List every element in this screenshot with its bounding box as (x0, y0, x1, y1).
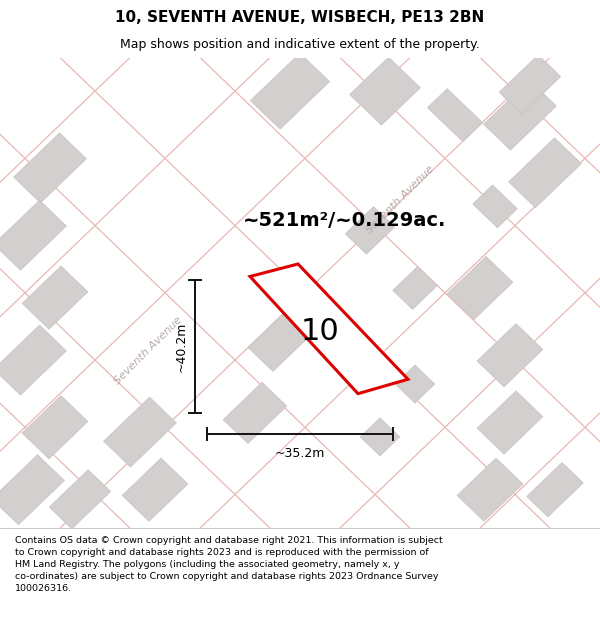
Polygon shape (484, 80, 556, 150)
Text: Map shows position and indicative extent of the property.: Map shows position and indicative extent… (120, 38, 480, 51)
Polygon shape (250, 53, 329, 129)
Polygon shape (22, 266, 88, 329)
Polygon shape (499, 55, 561, 114)
Polygon shape (49, 470, 111, 529)
Polygon shape (477, 324, 543, 387)
Polygon shape (527, 462, 583, 517)
Polygon shape (0, 200, 67, 270)
Text: 10, SEVENTH AVENUE, WISBECH, PE13 2BN: 10, SEVENTH AVENUE, WISBECH, PE13 2BN (115, 10, 485, 25)
Polygon shape (360, 418, 400, 456)
Text: Seventh Avenue: Seventh Avenue (364, 164, 436, 236)
Polygon shape (345, 207, 395, 254)
Polygon shape (395, 365, 435, 403)
Text: 10: 10 (301, 317, 340, 346)
Text: Seventh Avenue: Seventh Avenue (112, 314, 184, 386)
Polygon shape (122, 458, 188, 521)
Polygon shape (0, 455, 64, 524)
Text: Contains OS data © Crown copyright and database right 2021. This information is : Contains OS data © Crown copyright and d… (15, 536, 443, 594)
Polygon shape (248, 310, 312, 371)
Polygon shape (509, 138, 581, 208)
Polygon shape (393, 267, 437, 309)
Polygon shape (22, 396, 88, 459)
Polygon shape (477, 391, 543, 454)
Text: ~35.2m: ~35.2m (275, 447, 325, 460)
Polygon shape (447, 256, 513, 319)
Polygon shape (350, 57, 421, 125)
Polygon shape (223, 382, 287, 443)
Polygon shape (457, 458, 523, 521)
Polygon shape (0, 325, 67, 395)
Polygon shape (427, 89, 482, 142)
Polygon shape (250, 264, 408, 394)
Polygon shape (14, 133, 86, 203)
Text: ~40.2m: ~40.2m (175, 321, 187, 372)
Text: ~521m²/~0.129ac.: ~521m²/~0.129ac. (244, 211, 446, 230)
Polygon shape (104, 397, 176, 467)
Polygon shape (473, 185, 517, 228)
